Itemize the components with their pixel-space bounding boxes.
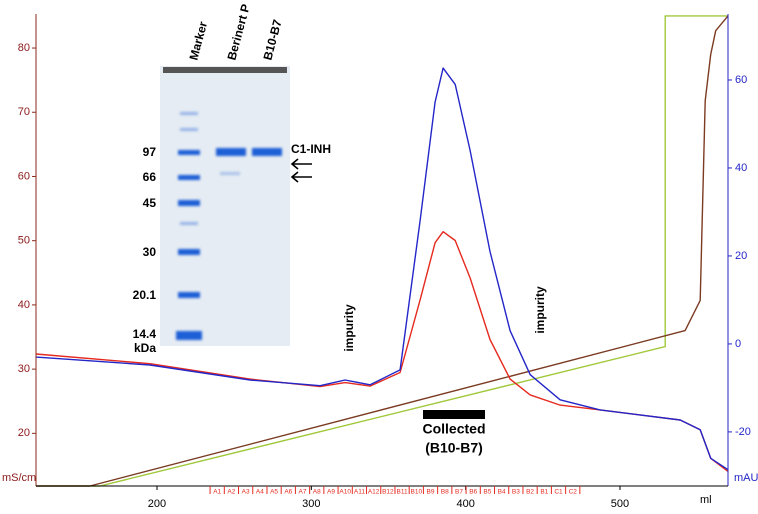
fraction-label: A4	[256, 489, 264, 496]
fraction-label: A7	[299, 489, 307, 496]
fraction-label: B9	[427, 489, 435, 496]
fraction-label: A5	[270, 489, 278, 496]
band	[252, 148, 282, 156]
y-tick-label: 70	[18, 106, 30, 118]
fraction-label: A2	[227, 489, 235, 496]
fraction-label: A3	[242, 489, 250, 496]
band	[216, 148, 246, 156]
fraction-label: A6	[284, 489, 292, 496]
marker-size: 14.4	[133, 327, 157, 341]
fraction-label: B12	[382, 489, 394, 496]
marker-size: 45	[143, 196, 157, 210]
band	[180, 128, 198, 131]
marker-size: 97	[143, 145, 157, 159]
fraction-label: A10	[339, 489, 351, 496]
collected-bar	[423, 410, 485, 419]
y2-tick-label: -20	[735, 426, 751, 438]
marker-size: 66	[143, 170, 157, 184]
annotation: (B10-B7)	[425, 440, 483, 456]
annotation: impurity	[533, 286, 547, 334]
fraction-label: B11	[397, 489, 408, 496]
y2-axis-label: mAU	[734, 472, 758, 484]
fraction-label: A8	[313, 489, 321, 496]
y-tick-label: 40	[18, 299, 30, 311]
band	[176, 331, 202, 340]
fraction-label: C1	[554, 489, 563, 496]
x-axis-label: ml	[700, 494, 712, 506]
band	[178, 150, 200, 155]
fraction-label: A9	[327, 489, 335, 496]
series-line	[35, 67, 729, 471]
fraction-label: B2	[526, 489, 534, 496]
marker-size: 30	[143, 245, 157, 259]
y-tick-label: 80	[18, 42, 30, 54]
fraction-label: B1	[540, 489, 548, 496]
fraction-label: B4	[498, 489, 506, 496]
annotation: impurity	[342, 304, 356, 352]
plot-area	[35, 15, 729, 487]
gel-wells	[163, 67, 287, 73]
lane-label: B10-B7	[260, 18, 284, 62]
y2-tick-label: 40	[735, 162, 747, 174]
fraction-label: B5	[483, 489, 491, 496]
series-line	[36, 15, 729, 487]
band-label: C1-INH	[291, 142, 331, 156]
y-tick-label: 50	[18, 235, 30, 247]
arrow	[290, 158, 312, 183]
fraction-label: B8	[441, 489, 449, 496]
y2-tick-label: 60	[735, 74, 747, 86]
fraction-label: B3	[512, 489, 520, 496]
x-tick-label: 300	[302, 498, 320, 509]
annotation: Collected	[422, 421, 485, 437]
series-line	[36, 15, 728, 487]
x-tick-label: 400	[456, 498, 474, 509]
fraction-label: A12	[368, 489, 380, 496]
band	[180, 222, 198, 225]
lane-label: Berinert P	[224, 3, 252, 62]
band	[178, 249, 200, 255]
band	[178, 175, 200, 180]
y-tick-label: 60	[18, 170, 30, 182]
y2-tick-label: 20	[735, 250, 747, 262]
fraction-label: B10	[411, 489, 423, 496]
band	[178, 200, 200, 206]
marker-size: 20.1	[133, 288, 157, 302]
x-tick-label: 200	[148, 498, 166, 509]
y-axis-label: mS/cm	[2, 472, 36, 484]
marker-unit: kDa	[134, 341, 156, 355]
gel-inset: Marker Berinert P B10-B7 97 66 45 30 20.…	[133, 3, 331, 356]
band	[178, 292, 200, 298]
x-tick-label: 500	[611, 498, 629, 509]
fraction-label: B7	[455, 489, 463, 496]
fraction-label: C2	[569, 489, 578, 496]
y-tick-label: 20	[18, 427, 30, 439]
band	[220, 172, 240, 175]
fraction-label: A1	[213, 489, 221, 496]
y-tick-label: 30	[18, 363, 30, 375]
fraction-label: B6	[469, 489, 477, 496]
fraction-label: A11	[354, 489, 365, 496]
lane-label: Marker	[186, 20, 210, 62]
band	[180, 112, 198, 115]
y2-tick-label: 0	[735, 338, 741, 350]
